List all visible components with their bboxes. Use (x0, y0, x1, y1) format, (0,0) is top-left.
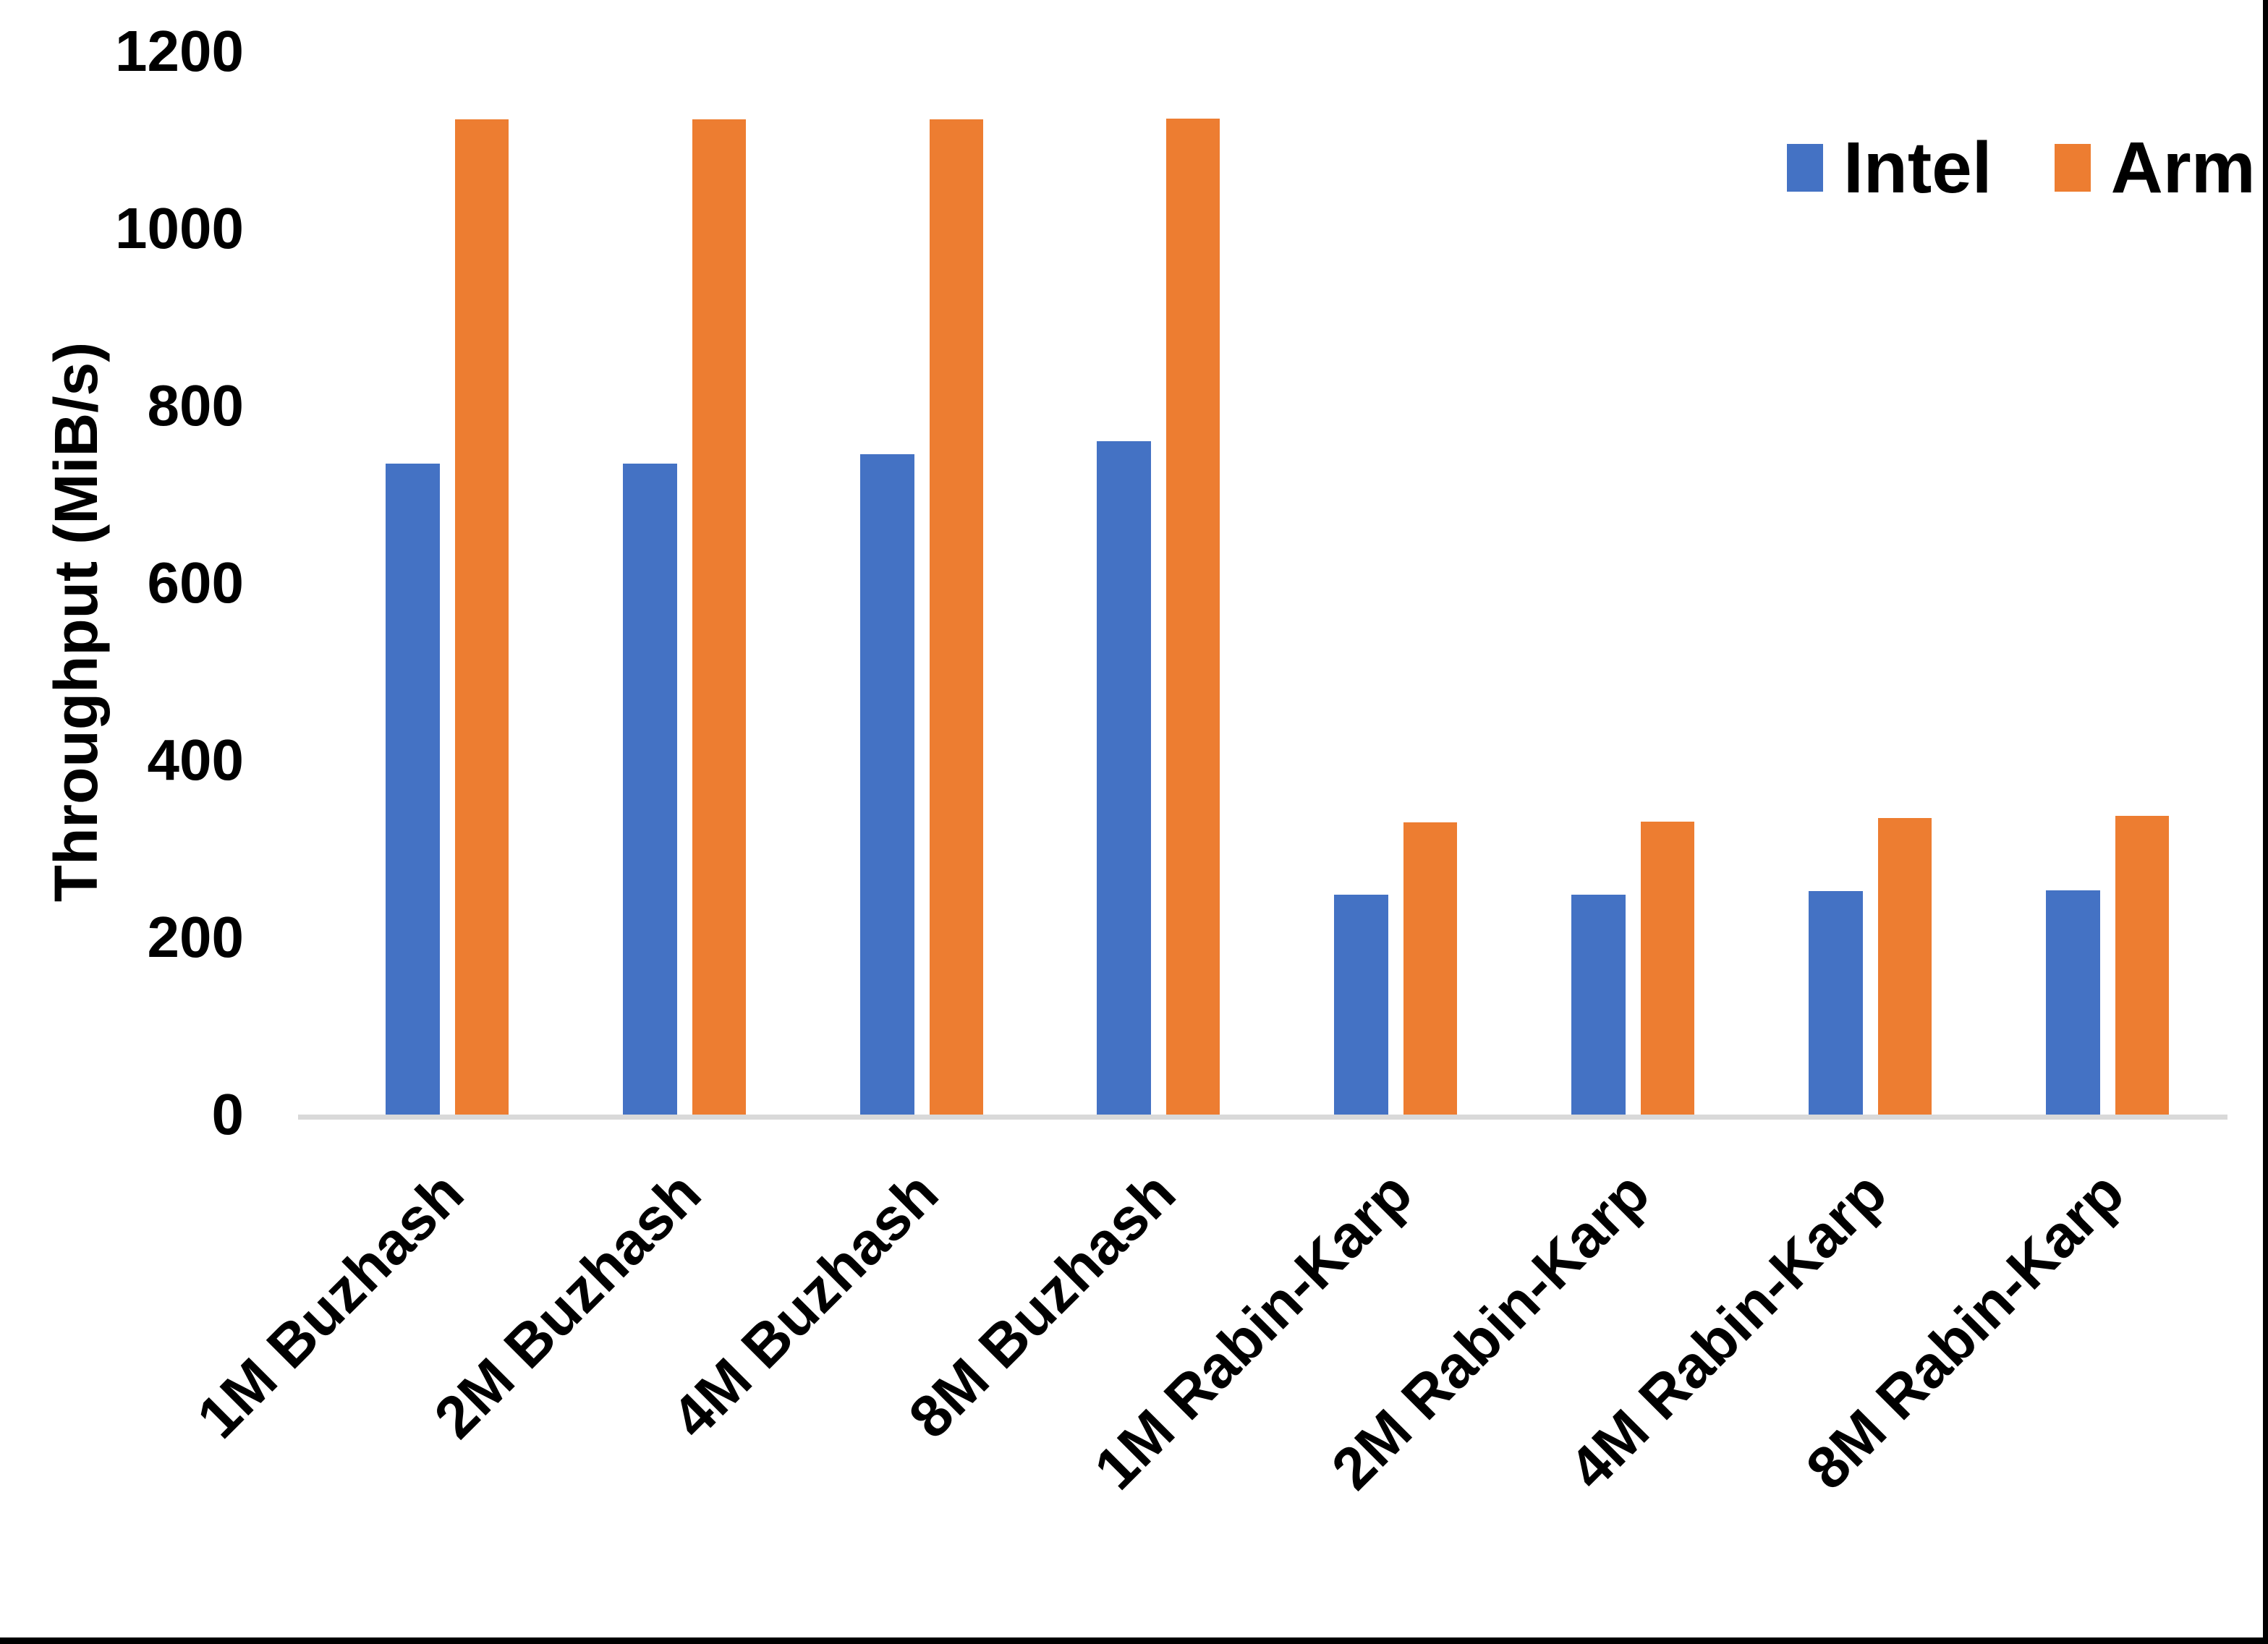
bar-arm-4m-rabin-karp (1877, 817, 1932, 1115)
y-tick-label-0: 0 (211, 1082, 245, 1146)
legend-swatch-intel-icon (1787, 144, 1823, 192)
bar-arm-2m-rabin-karp (1641, 821, 1694, 1115)
bar-intel-2m-buzhash (622, 463, 677, 1115)
legend-item-intel: Intel (1787, 132, 1992, 204)
bar-intel-8m-rabin-karp (2045, 890, 2100, 1115)
y-tick-label-600: 600 (147, 550, 244, 615)
bar-intel-1m-buzhash (386, 463, 440, 1115)
legend-label-intel: Intel (1843, 127, 1992, 208)
bar-intel-4m-rabin-karp (1808, 891, 1863, 1115)
bar-arm-2m-buzhash (692, 119, 746, 1115)
bar-arm-1m-rabin-karp (1403, 822, 1458, 1115)
window-bottom-border (0, 1637, 2268, 1644)
bar-intel-2m-rabin-karp (1571, 895, 1626, 1115)
bar-arm-1m-buzhash (455, 119, 509, 1115)
bar-arm-8m-rabin-karp (2115, 816, 2169, 1115)
bar-intel-1m-rabin-karp (1334, 895, 1389, 1115)
bar-intel-4m-buzhash (859, 454, 914, 1115)
legend-item-arm: Arm (2054, 127, 2256, 208)
y-tick-label-1200: 1200 (115, 19, 244, 83)
window-right-border (2263, 0, 2268, 1644)
y-tick-label-200: 200 (147, 905, 244, 969)
y-tick-label-400: 400 (147, 728, 244, 792)
x-axis-line (298, 1115, 2227, 1120)
legend-label-arm: Arm (2110, 127, 2256, 208)
bar-arm-4m-buzhash (929, 119, 983, 1115)
bar-intel-8m-buzhash (1097, 441, 1152, 1115)
y-tick-label-1000: 1000 (115, 196, 244, 260)
bar-arm-8m-buzhash (1166, 119, 1220, 1115)
legend-swatch-arm-icon (2054, 144, 2091, 192)
legend: Intel Arm (1787, 130, 2256, 205)
y-tick-label-800: 800 (147, 373, 244, 438)
